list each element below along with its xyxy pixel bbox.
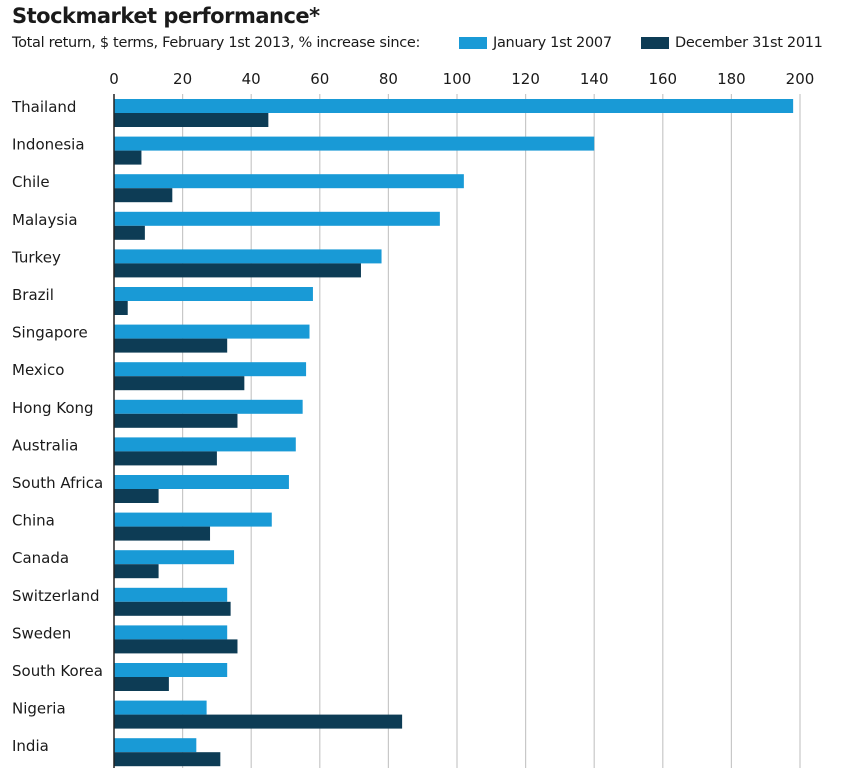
x-tick-label: 20 bbox=[173, 70, 192, 88]
bar-jan-2007 bbox=[114, 663, 228, 677]
category-label: Nigeria bbox=[12, 700, 66, 718]
bar-dec-2011 bbox=[114, 263, 361, 278]
x-tick-label: 80 bbox=[379, 70, 398, 88]
bar-jan-2007 bbox=[114, 211, 440, 226]
bar-dec-2011 bbox=[114, 113, 269, 127]
legend-label-jan-2007: January 1st 2007 bbox=[493, 35, 612, 51]
category-label: South Africa bbox=[12, 474, 103, 492]
x-tick-label: 160 bbox=[648, 70, 677, 88]
category-label: Mexico bbox=[12, 361, 64, 379]
bar-jan-2007 bbox=[114, 324, 310, 339]
bar-dec-2011 bbox=[114, 376, 245, 391]
x-tick-label: 140 bbox=[580, 70, 609, 88]
category-label: South Korea bbox=[12, 662, 103, 680]
legend-item-jan-2007: January 1st 2007 bbox=[459, 35, 612, 51]
category-label: Switzerland bbox=[12, 587, 100, 605]
bar-dec-2011 bbox=[114, 451, 217, 466]
bar-jan-2007 bbox=[114, 362, 307, 377]
category-label: Turkey bbox=[11, 248, 61, 266]
chart-subtitle: Total return, $ terms, February 1st 2013… bbox=[12, 35, 421, 51]
legend-swatch-jan-2007 bbox=[459, 37, 487, 49]
bar-jan-2007 bbox=[114, 587, 228, 602]
bar-jan-2007 bbox=[114, 625, 228, 640]
category-label: China bbox=[12, 512, 55, 530]
category-label: Sweden bbox=[12, 624, 71, 642]
x-tick-label: 40 bbox=[242, 70, 261, 88]
bar-jan-2007 bbox=[114, 475, 289, 489]
bar-dec-2011 bbox=[114, 489, 159, 503]
category-label: Hong Kong bbox=[12, 399, 94, 417]
x-tick-label: 120 bbox=[511, 70, 540, 88]
category-label: Malaysia bbox=[12, 211, 78, 229]
legend-item-dec-2011: December 31st 2011 bbox=[641, 35, 823, 51]
bar-jan-2007 bbox=[114, 287, 313, 301]
bar-dec-2011 bbox=[114, 677, 169, 691]
category-label: Singapore bbox=[12, 324, 88, 342]
bar-dec-2011 bbox=[114, 526, 211, 541]
bar-jan-2007 bbox=[114, 249, 382, 264]
bar-dec-2011 bbox=[114, 150, 142, 165]
legend-label-dec-2011: December 31st 2011 bbox=[675, 35, 823, 51]
category-label: Thailand bbox=[11, 98, 76, 116]
x-tick-label: 60 bbox=[310, 70, 329, 88]
x-tick-label: 0 bbox=[109, 70, 119, 88]
bar-dec-2011 bbox=[114, 338, 228, 353]
bar-jan-2007 bbox=[114, 738, 197, 753]
legend-swatch-dec-2011 bbox=[641, 37, 669, 49]
bar-jan-2007 bbox=[114, 700, 207, 715]
bar-dec-2011 bbox=[114, 714, 403, 729]
bar-dec-2011 bbox=[114, 301, 128, 315]
x-tick-label: 200 bbox=[786, 70, 815, 88]
bar-dec-2011 bbox=[114, 225, 145, 240]
bar-jan-2007 bbox=[114, 136, 595, 151]
bar-dec-2011 bbox=[114, 188, 173, 203]
bar-jan-2007 bbox=[114, 174, 464, 189]
category-label: India bbox=[12, 737, 49, 755]
bar-dec-2011 bbox=[114, 413, 238, 428]
category-label: Canada bbox=[12, 549, 69, 567]
bar-jan-2007 bbox=[114, 399, 303, 414]
category-label: Australia bbox=[12, 436, 78, 454]
bar-jan-2007 bbox=[114, 99, 794, 113]
bar-dec-2011 bbox=[114, 601, 231, 616]
category-label: Indonesia bbox=[12, 136, 85, 154]
bar-jan-2007 bbox=[114, 437, 296, 452]
x-tick-label: 100 bbox=[443, 70, 472, 88]
bar-dec-2011 bbox=[114, 564, 159, 579]
bar-jan-2007 bbox=[114, 550, 235, 565]
chart-title: Stockmarket performance* bbox=[12, 4, 320, 28]
category-label: Chile bbox=[12, 173, 50, 191]
x-tick-label: 180 bbox=[717, 70, 746, 88]
bar-dec-2011 bbox=[114, 752, 221, 767]
category-label: Brazil bbox=[12, 286, 54, 304]
bar-jan-2007 bbox=[114, 512, 272, 527]
bar-dec-2011 bbox=[114, 639, 238, 654]
